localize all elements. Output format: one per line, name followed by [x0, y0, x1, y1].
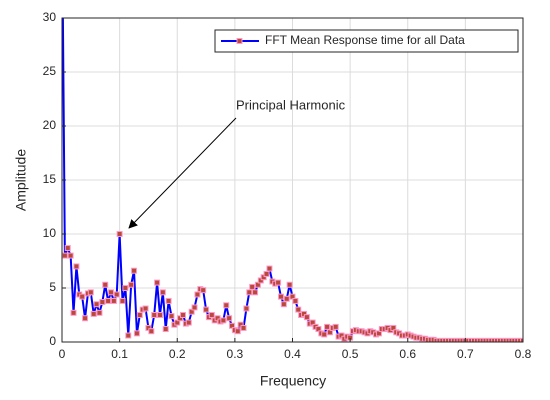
data-marker — [286, 281, 293, 288]
data-marker — [203, 306, 210, 313]
data-marker — [266, 265, 273, 272]
y-axis-label: Amplitude — [13, 149, 29, 211]
data-marker — [223, 302, 230, 309]
data-marker — [165, 297, 172, 304]
data-marker — [321, 331, 328, 338]
data-marker — [148, 328, 155, 335]
data-marker — [110, 297, 117, 304]
x-tick-label: 0.7 — [457, 347, 474, 361]
data — [62, 18, 523, 342]
data-marker — [90, 310, 97, 317]
data-marker — [280, 301, 287, 308]
data-marker — [122, 285, 129, 291]
data-marker — [208, 312, 215, 318]
data-marker — [131, 267, 138, 274]
data-marker — [102, 281, 109, 288]
data-marker — [252, 289, 259, 296]
data-marker — [62, 252, 68, 259]
data-marker — [64, 245, 71, 252]
data-marker — [200, 287, 207, 294]
data-marker — [246, 289, 253, 296]
data-marker — [82, 315, 89, 322]
y-tick-label: 30 — [43, 10, 57, 24]
data-marker — [159, 289, 166, 296]
data-marker — [154, 279, 161, 286]
data-marker — [162, 326, 169, 333]
legend-label: FFT Mean Response time for all Data — [265, 33, 465, 47]
x-tick-label: 0.3 — [227, 347, 244, 361]
data-marker — [67, 252, 74, 259]
data-marker — [295, 306, 302, 313]
y-tick-label: 25 — [43, 64, 57, 78]
data-marker — [277, 293, 284, 300]
data-marker — [332, 323, 339, 330]
data-marker — [125, 332, 132, 339]
data-marker — [73, 263, 80, 270]
data-marker — [168, 313, 175, 320]
data-marker — [275, 279, 282, 286]
data-marker — [87, 289, 94, 296]
data-marker — [116, 231, 123, 237]
data-marker — [185, 319, 192, 326]
data-marker — [96, 309, 103, 316]
data-marker — [240, 324, 247, 331]
x-tick-label: 0.5 — [342, 347, 359, 361]
data-marker — [142, 305, 149, 312]
ticks: 0 0.1 0.2 0.3 0.4 0.5 0.6 0.7 0.8 0 5 10 15 20 25 30 — [43, 10, 532, 361]
x-tick-label: 0 — [59, 347, 66, 361]
data-marker — [194, 291, 201, 298]
data-marker — [70, 309, 77, 316]
legend-marker — [236, 38, 243, 44]
x-tick-label: 0.1 — [111, 347, 128, 361]
data-marker — [136, 312, 143, 318]
data-marker — [243, 305, 250, 312]
data-marker — [249, 283, 256, 290]
data-marker — [133, 330, 140, 337]
data-marker — [99, 299, 106, 306]
data-marker — [292, 297, 299, 304]
data-marker — [156, 312, 163, 318]
legend-box — [214, 29, 519, 53]
data-marker — [107, 289, 114, 296]
data-marker — [119, 297, 126, 304]
data-marker — [283, 295, 290, 302]
x-tick-label: 0.2 — [169, 347, 186, 361]
data-marker — [93, 301, 100, 308]
y-tick-label: 20 — [43, 118, 57, 132]
y-tick-label: 15 — [43, 172, 57, 186]
x-axis-label: Frequency — [260, 373, 326, 389]
data-marker — [180, 312, 187, 318]
data-marker — [303, 314, 310, 321]
data-marker — [520, 337, 523, 342]
y-tick-label: 0 — [49, 334, 56, 348]
data-marker — [151, 312, 158, 318]
data-marker — [226, 315, 233, 322]
data-marker — [128, 281, 135, 288]
data-marker — [263, 270, 270, 277]
data-marker — [191, 304, 198, 311]
y-tick-label: 5 — [49, 280, 56, 294]
data-marker — [324, 323, 331, 330]
data-marker — [220, 317, 227, 324]
data-marker — [113, 291, 120, 298]
annotation-arrow — [128, 117, 237, 229]
x-tick-label: 0.6 — [399, 347, 416, 361]
data-marker — [79, 293, 86, 300]
annotation: Principal Harmonic — [236, 97, 346, 112]
legend: FFT Mean Response time for all Data — [214, 29, 519, 53]
y-tick-label: 10 — [43, 226, 57, 240]
x-tick-label: 0.8 — [515, 347, 532, 361]
x-tick-label: 0.4 — [284, 347, 301, 361]
data-marker — [234, 328, 241, 335]
data-marker — [105, 297, 112, 304]
